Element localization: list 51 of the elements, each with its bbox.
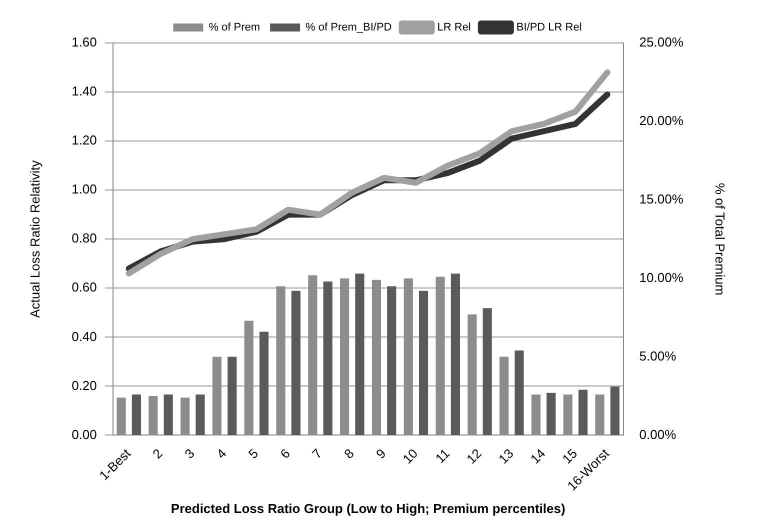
x-tick-label: 4 bbox=[213, 446, 230, 462]
y2-tick-label: 25.00% bbox=[639, 34, 684, 50]
bar bbox=[355, 274, 364, 436]
bar bbox=[387, 286, 396, 436]
legend-label: LR Rel bbox=[437, 22, 471, 34]
legend-label: % of Prem_BI/PD bbox=[306, 22, 392, 34]
x-tick-label: 13 bbox=[495, 446, 516, 467]
y2-axis-title: % of Total Premium bbox=[712, 182, 728, 296]
bar bbox=[482, 308, 492, 436]
bar bbox=[450, 274, 460, 436]
x-tick-label: 10 bbox=[400, 446, 421, 467]
y-tick-label: 0.20 bbox=[72, 378, 97, 393]
x-tick-label: 11 bbox=[432, 446, 453, 466]
x-tick-label: 14 bbox=[527, 446, 548, 467]
bar bbox=[291, 290, 300, 436]
y-tick-label: 1.00 bbox=[72, 182, 97, 197]
legend-label: % of Prem bbox=[208, 22, 260, 34]
x-tick-label: 9 bbox=[372, 446, 389, 462]
legend-label: BI/PD LR Rel bbox=[516, 22, 582, 34]
bar bbox=[132, 394, 141, 436]
bar bbox=[514, 350, 524, 436]
x-tick-label: 6 bbox=[277, 446, 294, 462]
x-tick-label: 5 bbox=[245, 446, 262, 462]
x-axis-title: Predicted Loss Ratio Group (Low to High; Premium percentiles) bbox=[170, 500, 566, 516]
x-tick-label: 3 bbox=[182, 446, 198, 462]
y-tick-label: 1.20 bbox=[72, 132, 97, 148]
y2-tick-label: 20.00% bbox=[639, 113, 684, 128]
y-tick-label: 0.40 bbox=[72, 328, 97, 344]
y2-tick-label: 15.00% bbox=[639, 191, 684, 206]
x-tick-label: 8 bbox=[341, 446, 357, 462]
bar bbox=[164, 394, 173, 436]
bar bbox=[196, 394, 205, 436]
bar bbox=[546, 392, 556, 436]
y2-tick-label: 5.00% bbox=[639, 348, 677, 364]
bar bbox=[323, 281, 332, 436]
x-tick-label: 7 bbox=[309, 446, 325, 462]
y-tick-label: 0.00 bbox=[72, 426, 97, 442]
x-tick-label: 2 bbox=[150, 446, 166, 462]
y-tick-label: 0.60 bbox=[72, 280, 97, 295]
bar bbox=[259, 332, 269, 436]
x-tick-label: 12 bbox=[464, 446, 484, 467]
y-tick-label: 1.40 bbox=[72, 84, 97, 99]
y-tick-label: 1.60 bbox=[72, 34, 97, 50]
y2-tick-label: 10.00% bbox=[639, 270, 684, 285]
bar bbox=[578, 390, 588, 436]
bar bbox=[610, 386, 620, 436]
y-tick-label: 0.80 bbox=[72, 230, 97, 246]
bar bbox=[418, 290, 428, 436]
y2-tick-label: 0.00% bbox=[639, 426, 677, 442]
y-axis-title: Actual Loss Ratio Relativity bbox=[27, 160, 42, 318]
bar bbox=[228, 356, 237, 436]
